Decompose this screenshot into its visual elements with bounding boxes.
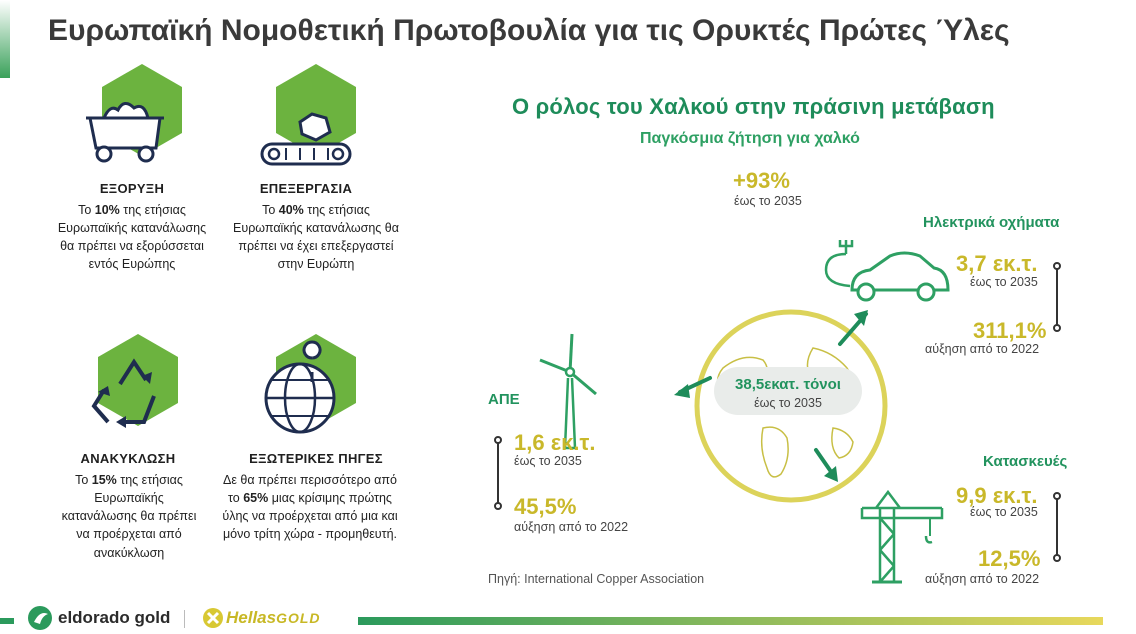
pillar-name-recycling: ΑΝΑΚΥΚΛΩΣΗ [80,451,176,466]
pillar-name-external: ΕΞΩΤΕΡΙΚΕΣ ΠΗΓΕΣ [249,451,383,466]
pillar-text-mining: Το 10% της ετήσιας Ευρωπαϊκής κατανάλωση… [57,203,207,272]
hellas-logo-icon [203,608,223,628]
renewables-2035-value: 1,6 εκ.τ. [514,430,596,455]
pillar-name-processing: ΕΠΕΞΕΡΓΑΣΙΑ [259,181,353,196]
construction-growth-value: 12,5% [978,546,1041,571]
renewables-dot-top [494,436,502,444]
construction-2035-caption: έως το 2035 [970,505,1038,519]
renewables-growth-caption: αύξηση από το 2022 [514,520,629,534]
ev-growth-value: 311,1% [973,318,1047,343]
construction-growth-caption: αύξηση από το 2022 [925,572,1040,586]
copper-demand-subtitle: Παγκόσμια ζήτηση για χαλκό [640,130,860,147]
ev-dot-bottom [1053,324,1061,332]
mining-cart-icon [86,64,182,163]
construction-dot-bottom [1053,554,1061,562]
direction-arrows [674,310,868,482]
construction-dot-top [1053,492,1061,500]
crane-icon [860,489,944,584]
accent-bar [0,0,10,78]
globe-total-caption: έως το 2035 [754,396,822,410]
construction-connector [1056,496,1058,558]
renewables-2035-caption: έως το 2035 [514,454,582,468]
copper-role-title: Ο ρόλος του Χαλκού στην πράσινη μετάβαση [512,94,995,119]
renewables-connector [497,440,499,506]
ev-label: Ηλεκτρικά οχήματα [923,214,1060,231]
ev-growth-caption: αύξηση από το 2022 [925,342,1040,356]
recycle-icon [91,334,178,428]
globe-total-value: 38,5εκατ. τόνοι [735,376,841,393]
electric-car-icon [824,240,950,302]
eldorado-logo-text: eldorado gold [58,608,171,627]
ev-2035-value: 3,7 εκ.τ. [956,251,1038,276]
renewables-growth-value: 45,5% [514,494,577,519]
footer-gradient-bar [358,617,1103,625]
page-title: Ευρωπαϊκή Νομοθετική Πρωτοβουλία για τις… [48,14,1010,47]
global-growth-caption: έως το 2035 [734,194,802,208]
pillar-text-external: Δε θα πρέπει περισσότερο από το 65% μιας… [222,473,398,542]
pillar-text-recycling: Το 15% της ετήσιας Ευρωπαϊκής κατανάλωση… [61,473,197,560]
renewables-dot-bottom [494,502,502,510]
hellas-logo-text: HellasGOLD [226,608,321,627]
renewables-label: ΑΠΕ [488,391,520,408]
pillar-name-mining: ΕΞΟΡΥΞΗ [99,181,165,196]
globe-pin-icon [264,334,356,434]
ev-connector [1056,266,1058,328]
source-note: Πηγή: International Copper Association [488,572,705,586]
pillar-text-processing: Το 40% της ετήσιας Ευρωπαϊκής κατανάλωση… [233,203,399,272]
ev-2035-caption: έως το 2035 [970,275,1038,289]
conveyor-processing-icon [260,64,356,166]
footer-dash [0,618,14,624]
footer-divider [184,610,185,628]
construction-2035-value: 9,9 εκ.τ. [956,483,1038,508]
construction-label: Κατασκευές [983,453,1068,470]
wind-turbine-icon [539,333,597,450]
ev-dot-top [1053,262,1061,270]
globe-total-pill [714,367,862,415]
eldorado-logo-icon [28,606,52,630]
global-growth-value: +93% [733,168,790,193]
